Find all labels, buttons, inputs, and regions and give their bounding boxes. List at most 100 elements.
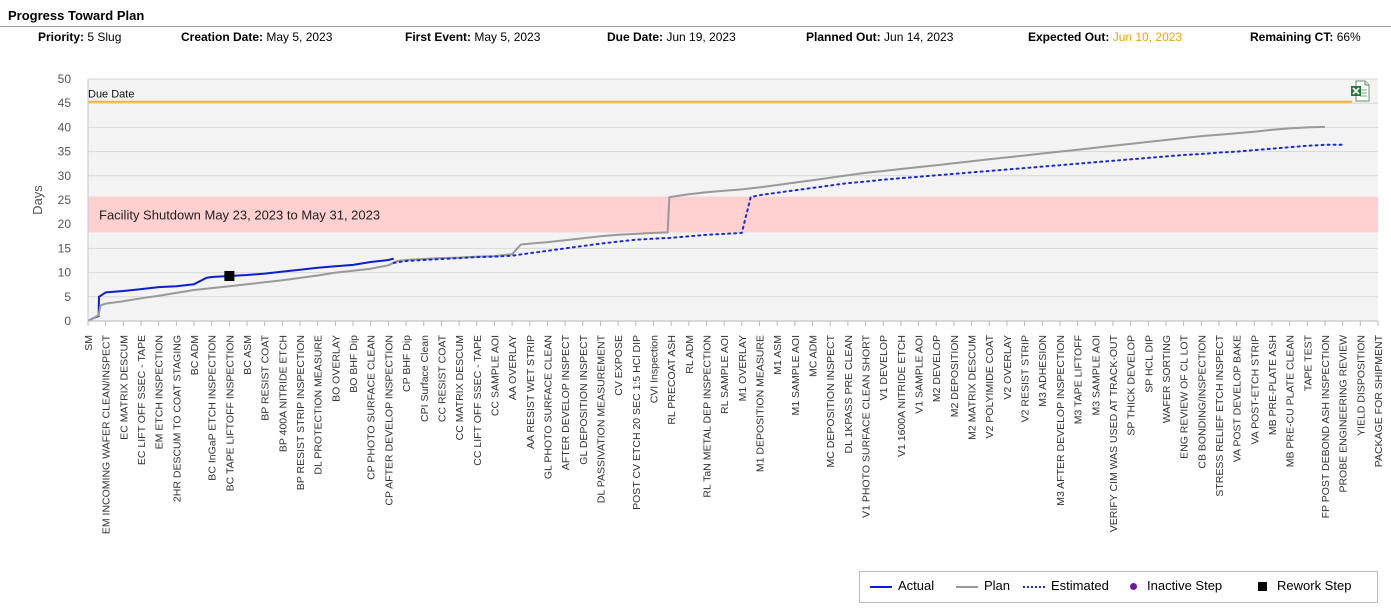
priority-field: Priority: 5 Slug (38, 30, 121, 44)
x-tick-label: YIELD DISPOSITION (1355, 335, 1367, 436)
legend-actual-label: Actual (898, 578, 935, 593)
x-tick-label: EM INCOMING WAFER CLEAN/INSPECT (101, 334, 113, 534)
x-tick-label: GL DEPOSITION INSPECT (578, 334, 590, 464)
x-tick-label: FP POST DEBOND ASH INSPECTION (1320, 335, 1332, 518)
chart-series (87, 125, 1344, 322)
shutdown-band-rect (88, 196, 1378, 233)
y-axis: 0 5 10 15 20 25 30 35 40 45 50 Days (30, 72, 89, 328)
shutdown-band-label: Facility Shutdown May 23, 2023 to May 31… (99, 208, 380, 223)
x-tick-label: CVI Inspection (649, 335, 661, 403)
y-tick-label: 35 (58, 145, 72, 159)
shutdown-band: Facility Shutdown May 23, 2023 to May 31… (88, 196, 1378, 233)
x-tick-label: CP AFTER DEVELOP INSPECTION (383, 335, 395, 506)
x-tick-label: CC SAMPLE AOI (489, 335, 501, 416)
x-tick-label: WAFER SORTING (1161, 335, 1173, 423)
expected-out-field: Expected Out: Jun 10, 2023 (1028, 30, 1182, 44)
legend-estimated-label: Estimated (1051, 578, 1109, 593)
legend-rework-swatch (1258, 582, 1267, 592)
x-tick-label: M3 TAPE LIFTOFF (1073, 335, 1085, 424)
x-tick-label: VA POST-ETCH STRIP (1249, 335, 1261, 445)
x-tick-label: EC MATRIX DESCUM (118, 335, 130, 440)
remaining-ct-label: Remaining CT: (1250, 30, 1334, 44)
x-tick-label: BP RESIST COAT (260, 334, 272, 420)
x-tick-label: M1 SAMPLE AOI (790, 335, 802, 416)
x-tick-label: ENG REVIEW OF CL LOT (1179, 334, 1191, 458)
x-tick-label: GL PHOTO SURFACE CLEAN (543, 335, 555, 479)
planned-out-field: Planned Out: Jun 14, 2023 (806, 30, 953, 44)
chart-markers (224, 270, 235, 281)
page-title: Progress Toward Plan (8, 8, 145, 23)
x-tick-label: V2 POLYIMIDE COAT (984, 334, 996, 438)
lot-summary-header: Priority: 5 Slug Creation Date: May 5, 2… (0, 30, 1391, 46)
due-date-label: Due Date (88, 89, 134, 101)
x-tick-label: V2 OVERLAY (1002, 335, 1014, 400)
due-date-value: Jun 19, 2023 (666, 30, 736, 44)
x-tick-label: BC ASM (242, 335, 254, 375)
x-tick-label: BP 400A NITRIDE ETCH (277, 335, 289, 452)
legend-item-estimated[interactable]: Estimated (1023, 578, 1109, 593)
x-tick-label: VA POST DEVELOP BAKE (1232, 335, 1244, 462)
y-tick-label: 50 (58, 72, 72, 86)
planned-out-label: Planned Out: (806, 30, 881, 44)
x-tick-label: CP PHOTO SURFACE CLEAN (366, 335, 378, 480)
y-tick-label: 15 (58, 241, 72, 255)
priority-value: 5 Slug (87, 30, 122, 44)
chart-legend: Actual Plan Estimated Inactive Step Rewo… (859, 571, 1378, 603)
x-tick-label: BP RESIST STRIP INSPECTION (295, 335, 307, 490)
first-event-label: First Event: (405, 30, 472, 44)
series-line-plan (87, 125, 1326, 322)
x-tick-label: MB PRE-CU PLATE CLEAN (1285, 335, 1297, 467)
legend-inactive-label: Inactive Step (1147, 578, 1223, 593)
legend-item-inactive[interactable]: Inactive Step (1122, 578, 1222, 593)
x-tick-label: BC TAPE LIFTOFF INSPECTION (224, 335, 236, 491)
x-tick-label: M1 OVERLAY (737, 335, 749, 401)
x-tick-label: MC DEPOSITION INSPECT (825, 334, 837, 467)
y-tick-label: 20 (58, 217, 72, 231)
legend-estimated-swatch (1023, 585, 1045, 588)
x-tick-label: M3 AFTER DEVELOP INSPECTION (1055, 335, 1067, 506)
x-tick-label: BC ADM (189, 335, 201, 375)
x-tick-label: SP THICK DEVELOP (1126, 335, 1138, 436)
x-tick-label: CC RESIST COAT (436, 334, 448, 422)
x-tick-label: AFTER DEVELOP INSPECT (560, 334, 572, 470)
x-tick-label: BO BHF Dip (348, 335, 360, 393)
first-event-field: First Event: May 5, 2023 (405, 30, 540, 44)
x-tick-label: M2 DEVELOP (931, 335, 943, 402)
creation-date-field: Creation Date: May 5, 2023 (181, 30, 332, 44)
remaining-ct-field: Remaining CT: 66% (1250, 30, 1361, 44)
series-line-actual (87, 257, 394, 322)
x-tick-label: POST CV ETCH 20 SEC 1:5 HCl DIP (631, 335, 643, 510)
legend-plan-label: Plan (984, 578, 1011, 593)
first-event-value: May 5, 2023 (474, 30, 541, 44)
x-tick-label: BC InGaP ETCH INSPECTION (207, 335, 219, 481)
x-tick-label: V1 SAMPLE AOI (914, 335, 926, 414)
y-tick-label: 40 (58, 120, 72, 134)
creation-date-label: Creation Date: (181, 30, 264, 44)
x-tick-label: CPI Surface Clean (419, 335, 431, 422)
x-tick-label: RL TaN METAL DEP INSPECTION (702, 335, 714, 498)
excel-export-icon[interactable] (1350, 80, 1370, 102)
y-tick-label: 25 (58, 193, 72, 207)
x-axis: SM EM INCOMING WAFER CLEAN/INSPECT EC MATR… (83, 320, 1385, 534)
x-tick-label: M1 DEPOSITION MEASURE (755, 335, 767, 472)
x-tick-label: EM ETCH INSPECTION (154, 335, 166, 449)
title-divider (0, 26, 1391, 27)
x-tick-label: CV EXPOSE (613, 335, 625, 396)
x-tick-label: AA RESIST WET STRIP (525, 335, 537, 449)
x-tick-label: V1 PHOTO SURFACE CLEAN SHORT (861, 334, 873, 517)
x-tick-label: SP HCL DIP (1143, 335, 1155, 393)
x-tick-label: V1 DEVELOP (878, 335, 890, 400)
x-tick-label: CB BONDING/INSPECTION (1196, 335, 1208, 469)
legend-plan-swatch (956, 585, 978, 588)
x-tick-label: EC LIFT OFF SSEC - TAPE (136, 335, 148, 465)
legend-inactive-swatch (1130, 583, 1137, 591)
x-tick-label: RL ADM (684, 335, 696, 374)
x-tick-label: DL PASSIVATION MEASUREMENT (596, 334, 608, 503)
legend-item-plan[interactable]: Plan (956, 578, 1010, 593)
x-tick-label: BO OVERLAY (330, 335, 342, 402)
x-tick-label: CP BHF Dip (401, 335, 413, 392)
legend-rework-label: Rework Step (1277, 578, 1352, 593)
legend-item-rework[interactable]: Rework Step (1250, 578, 1351, 593)
legend-item-actual[interactable]: Actual (870, 578, 934, 593)
y-tick-label: 30 (58, 169, 72, 183)
